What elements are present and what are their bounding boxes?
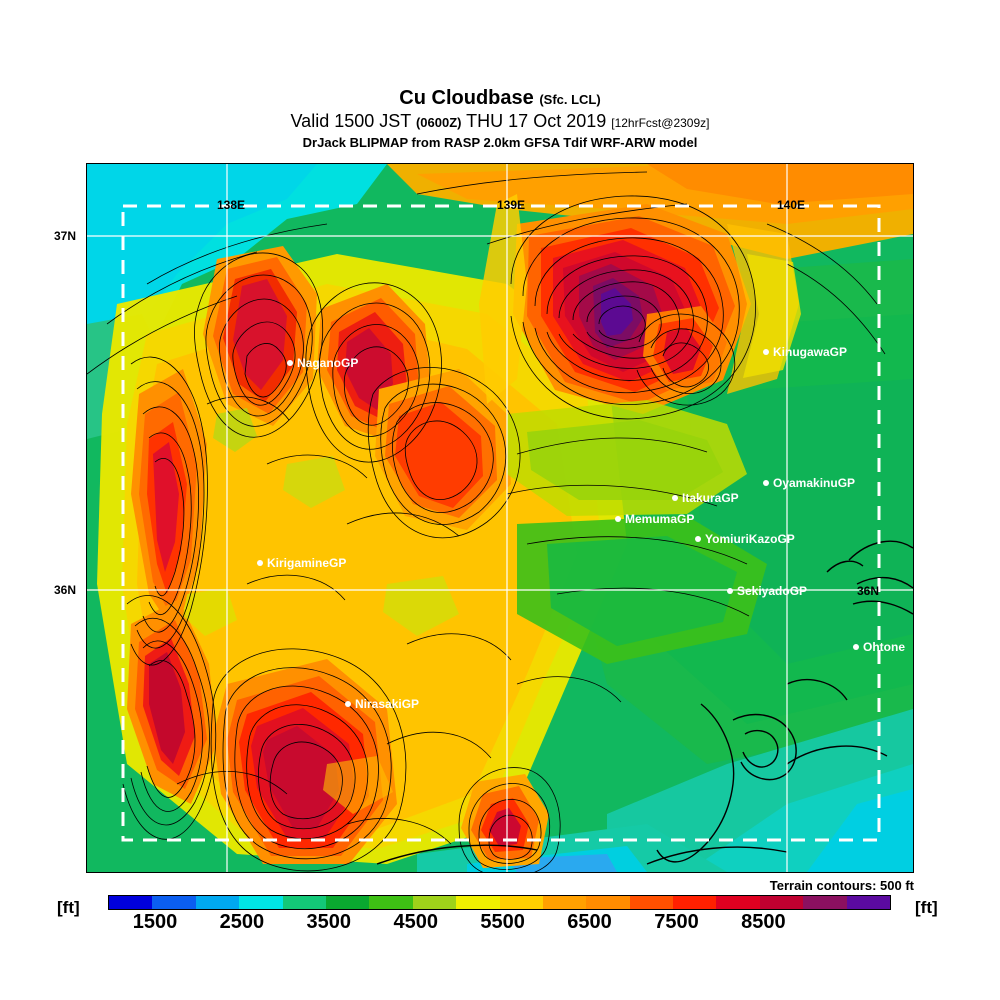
station-label: NirasakiGP	[355, 696, 420, 711]
station-ohtone[interactable]: Ohtone	[853, 640, 905, 653]
station-kinugawagp[interactable]: KinugawaGP	[763, 345, 847, 358]
colorbar-segment-12	[629, 896, 674, 909]
station-marker-icon	[287, 359, 293, 366]
station-itakuragp[interactable]: ItakuraGP	[672, 491, 739, 504]
colorbar-segment-13	[673, 896, 717, 909]
colorbar-segment-15	[759, 896, 804, 909]
lon-label-1: 139E	[497, 198, 526, 212]
station-nirasakigp[interactable]: NirasakiGP	[345, 697, 419, 710]
colorbar-segment-17	[846, 896, 891, 909]
station-marker-icon	[345, 700, 351, 707]
colorbar-tick-1500: 1500	[132, 911, 178, 933]
colorbar-tick-6500: 6500	[567, 911, 612, 933]
colorbar-segment-7	[412, 896, 457, 909]
station-label: NaganoGP	[297, 355, 359, 370]
colorbar-tick-8500: 8500	[741, 911, 786, 933]
colorbar-segment-6	[369, 896, 413, 909]
colorbar-segment-0	[109, 896, 153, 909]
coastline	[376, 540, 913, 865]
colorbar-tick-5500: 5500	[480, 911, 525, 933]
colorbar-segment-16	[803, 896, 847, 909]
station-oyamakinugp[interactable]: OyamakinuGP	[763, 476, 855, 489]
station-label: MemumaGP	[625, 511, 695, 526]
lat-label-0: 37N	[54, 229, 77, 243]
valid-label: Valid 1500 JST	[290, 111, 411, 131]
station-marker-icon	[853, 643, 859, 650]
colorbar-segment-2	[195, 896, 240, 909]
colorbar-segment-9	[499, 896, 543, 909]
title-main: Cu Cloudbase	[399, 87, 534, 109]
valid-date: THU 17 Oct 2019	[466, 111, 607, 131]
page-title: Cu Cloudbase (Sfc. LCL)	[0, 88, 1000, 110]
colorbar-segment-14	[716, 896, 760, 909]
station-label: OyamakinuGP	[773, 475, 856, 490]
station-marker-icon	[763, 348, 769, 355]
colorbar-tick-4500: 4500	[393, 911, 438, 933]
station-fujiganegp[interactable]: FujiganeGP	[381, 870, 458, 872]
colorbar-tick-2500: 2500	[219, 911, 265, 933]
title-block: Cu Cloudbase (Sfc. LCL) Valid 1500 JST (…	[0, 88, 1000, 151]
colorbar-tick-3500: 3500	[306, 911, 352, 933]
colorbar-region: [ft] 1500 2500 3500 4500 5500 6500 7500 8500 [f…	[0, 893, 1000, 943]
station-marker-icon	[727, 587, 733, 594]
terrain-map[interactable]: NaganoGP KinugawaGP OyamakinuGP ItakuraGP Me…	[86, 163, 914, 873]
colorbar-ticks: 1500 2500 3500 4500 5500 6500 7500 8500	[108, 911, 891, 937]
valid-zulu: (0600Z)	[415, 115, 462, 130]
station-naganogp[interactable]: NaganoGP	[287, 356, 358, 369]
station-kirigaminegp[interactable]: KirigamineGP	[257, 556, 346, 569]
station-marker-icon	[672, 494, 678, 501]
colorbar-segment-3	[239, 896, 283, 909]
colorbar-unit-right: [ft]	[915, 898, 938, 917]
station-label: Ohtone	[863, 639, 905, 654]
colorbar-tick-7500: 7500	[654, 911, 699, 933]
graticule-solid	[87, 164, 913, 872]
station-marker-icon	[615, 515, 621, 522]
lat-label-2: 36N	[857, 584, 880, 598]
title-sub: (Sfc. LCL)	[539, 92, 601, 107]
lon-label-0: 138E	[217, 198, 246, 212]
station-label: KinugawaGP	[773, 344, 848, 359]
station-label: FujiganeGP	[391, 870, 458, 872]
station-label: SekiyadoGP	[737, 583, 808, 598]
colorbar-segment-10	[542, 896, 587, 909]
colorbar-segment-5	[325, 896, 370, 909]
colorbar-segment-1	[152, 896, 196, 909]
colorbar-segment-4	[282, 896, 326, 909]
colorbar[interactable]	[108, 895, 891, 910]
station-label: KirigamineGP	[267, 555, 347, 570]
station-memumagp[interactable]: MemumaGP	[615, 512, 694, 525]
station-marker-icon	[257, 559, 263, 566]
lon-label-2: 140E	[777, 198, 806, 212]
station-yomiurikazogp[interactable]: YomiuriKazoGP	[695, 532, 795, 545]
model-line: DrJack BLIPMAP from RASP 2.0km GFSA Tdif…	[302, 135, 698, 150]
station-label: YomiuriKazoGP	[705, 531, 795, 546]
colorbar-segment-11	[586, 896, 630, 909]
lat-label-1: 36N	[54, 583, 77, 597]
station-sekiyadogp[interactable]: SekiyadoGP	[727, 584, 807, 597]
station-label: ItakuraGP	[682, 490, 739, 505]
map-canvas	[87, 164, 913, 872]
station-marker-icon	[763, 479, 769, 486]
station-marker-icon	[695, 535, 701, 542]
colorbar-unit-left: [ft]	[57, 898, 80, 917]
valid-time-line: Valid 1500 JST (0600Z) THU 17 Oct 2019 […	[0, 111, 1000, 134]
colorbar-segment-8	[456, 896, 500, 909]
terrain-contour-note: Terrain contours: 500 ft	[769, 878, 914, 893]
forecast-tag: [12hrFcst@2309z]	[611, 116, 710, 130]
